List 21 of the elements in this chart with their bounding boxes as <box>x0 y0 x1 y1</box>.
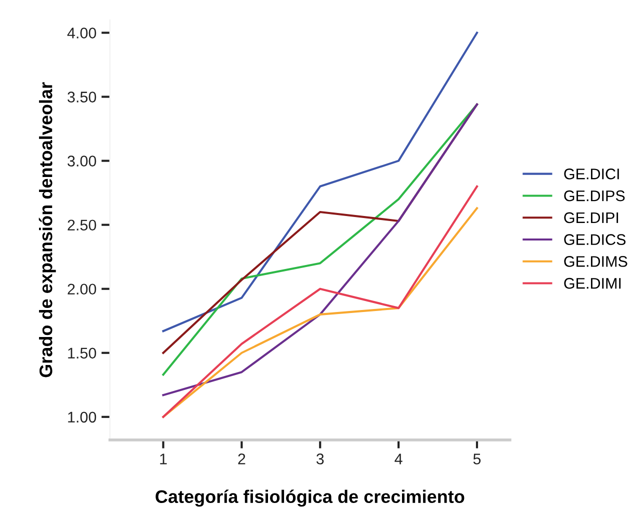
legend-label: GE.DIMI <box>564 278 621 289</box>
x-tick-label: 3 <box>316 454 324 464</box>
legend-label: GE.DIPS <box>564 190 625 202</box>
y-tick-label: 3.50 <box>68 92 96 102</box>
y-tick-label: 2.00 <box>68 284 96 295</box>
y-tick-label: 2.50 <box>68 220 96 231</box>
y-tick-label: 1.50 <box>68 348 96 359</box>
y-tick-label: 1.00 <box>68 412 96 423</box>
x-tick-label: 1 <box>160 454 167 464</box>
legend-label: GE.DICS <box>564 234 626 245</box>
legend-label: GE.DIPI <box>564 212 618 224</box>
line-series <box>162 32 478 332</box>
legend-label: GE.DICI <box>564 168 619 180</box>
x-axis-title: Categoría fisiológica de crecimiento <box>156 490 464 507</box>
legend-label: GE.DIMS <box>564 256 628 267</box>
y-tick-label: 4.00 <box>67 28 96 38</box>
y-axis-title: Grado de expansión dentoalveolar <box>38 82 56 378</box>
y-tick-label: 3.00 <box>68 156 96 166</box>
x-tick-label: 4 <box>394 454 402 464</box>
x-tick-label: 2 <box>238 454 246 464</box>
x-tick-label: 5 <box>473 454 481 464</box>
